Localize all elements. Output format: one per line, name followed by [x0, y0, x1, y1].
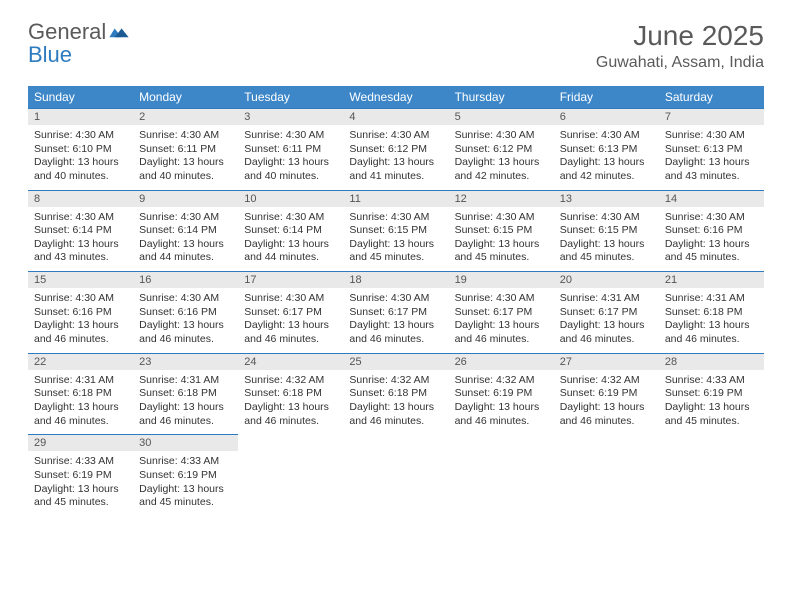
day-number: 9: [133, 190, 238, 207]
weekday-header: Thursday: [449, 86, 554, 109]
day-number-row: 22232425262728: [28, 353, 764, 370]
day-number: 30: [133, 435, 238, 452]
day-number-row: 2930: [28, 435, 764, 452]
calendar-table: SundayMondayTuesdayWednesdayThursdayFrid…: [28, 86, 764, 516]
brand-part2: Blue: [28, 42, 72, 67]
day-cell: Sunrise: 4:30 AMSunset: 6:16 PMDaylight:…: [133, 289, 238, 354]
empty-cell: [554, 435, 659, 452]
empty-cell: [659, 435, 764, 452]
day-number: 13: [554, 190, 659, 207]
day-cell: Sunrise: 4:30 AMSunset: 6:17 PMDaylight:…: [238, 289, 343, 354]
day-number: 27: [554, 353, 659, 370]
day-cell: Sunrise: 4:31 AMSunset: 6:18 PMDaylight:…: [659, 289, 764, 354]
brand-part1: General: [28, 19, 106, 44]
brand-logo: GeneralBlue: [28, 20, 129, 66]
day-number: 17: [238, 272, 343, 289]
day-cell: Sunrise: 4:30 AMSunset: 6:10 PMDaylight:…: [28, 126, 133, 191]
day-number: 28: [659, 353, 764, 370]
day-cell: Sunrise: 4:32 AMSunset: 6:19 PMDaylight:…: [449, 370, 554, 435]
day-number: 15: [28, 272, 133, 289]
day-number: 2: [133, 109, 238, 126]
weekday-header: Monday: [133, 86, 238, 109]
day-cell: Sunrise: 4:32 AMSunset: 6:18 PMDaylight:…: [343, 370, 448, 435]
day-number: 12: [449, 190, 554, 207]
day-number: 22: [28, 353, 133, 370]
day-cell: Sunrise: 4:31 AMSunset: 6:17 PMDaylight:…: [554, 289, 659, 354]
day-cell: Sunrise: 4:30 AMSunset: 6:15 PMDaylight:…: [343, 207, 448, 272]
weekday-header: Tuesday: [238, 86, 343, 109]
day-cell: Sunrise: 4:33 AMSunset: 6:19 PMDaylight:…: [28, 452, 133, 516]
day-number: 20: [554, 272, 659, 289]
day-number: 29: [28, 435, 133, 452]
day-cell: Sunrise: 4:31 AMSunset: 6:18 PMDaylight:…: [28, 370, 133, 435]
day-number: 21: [659, 272, 764, 289]
empty-cell: [449, 452, 554, 516]
weekday-header: Wednesday: [343, 86, 448, 109]
location-text: Guwahati, Assam, India: [596, 54, 764, 72]
empty-cell: [238, 435, 343, 452]
day-cell: Sunrise: 4:32 AMSunset: 6:18 PMDaylight:…: [238, 370, 343, 435]
day-number: 16: [133, 272, 238, 289]
day-cell: Sunrise: 4:30 AMSunset: 6:11 PMDaylight:…: [238, 126, 343, 191]
day-number: 5: [449, 109, 554, 126]
calendar-body: 1234567Sunrise: 4:30 AMSunset: 6:10 PMDa…: [28, 109, 764, 516]
day-cell: Sunrise: 4:30 AMSunset: 6:14 PMDaylight:…: [238, 207, 343, 272]
day-content-row: Sunrise: 4:30 AMSunset: 6:14 PMDaylight:…: [28, 207, 764, 272]
day-cell: Sunrise: 4:30 AMSunset: 6:13 PMDaylight:…: [554, 126, 659, 191]
day-cell: Sunrise: 4:31 AMSunset: 6:18 PMDaylight:…: [133, 370, 238, 435]
title-block: June 2025 Guwahati, Assam, India: [596, 20, 764, 72]
day-number: 24: [238, 353, 343, 370]
day-number: 11: [343, 190, 448, 207]
day-cell: Sunrise: 4:30 AMSunset: 6:13 PMDaylight:…: [659, 126, 764, 191]
day-cell: Sunrise: 4:30 AMSunset: 6:15 PMDaylight:…: [449, 207, 554, 272]
empty-cell: [343, 452, 448, 516]
day-number: 10: [238, 190, 343, 207]
day-number-row: 15161718192021: [28, 272, 764, 289]
day-cell: Sunrise: 4:30 AMSunset: 6:15 PMDaylight:…: [554, 207, 659, 272]
month-title: June 2025: [596, 20, 764, 52]
day-number: 25: [343, 353, 448, 370]
day-cell: Sunrise: 4:30 AMSunset: 6:11 PMDaylight:…: [133, 126, 238, 191]
day-content-row: Sunrise: 4:30 AMSunset: 6:10 PMDaylight:…: [28, 126, 764, 191]
day-number: 3: [238, 109, 343, 126]
day-number: 23: [133, 353, 238, 370]
day-number-row: 1234567: [28, 109, 764, 126]
weekday-header-row: SundayMondayTuesdayWednesdayThursdayFrid…: [28, 86, 764, 109]
weekday-header: Sunday: [28, 86, 133, 109]
empty-cell: [238, 452, 343, 516]
weekday-header: Friday: [554, 86, 659, 109]
day-cell: Sunrise: 4:33 AMSunset: 6:19 PMDaylight:…: [659, 370, 764, 435]
empty-cell: [659, 452, 764, 516]
day-cell: Sunrise: 4:33 AMSunset: 6:19 PMDaylight:…: [133, 452, 238, 516]
weekday-header: Saturday: [659, 86, 764, 109]
day-number: 14: [659, 190, 764, 207]
empty-cell: [343, 435, 448, 452]
day-content-row: Sunrise: 4:30 AMSunset: 6:16 PMDaylight:…: [28, 289, 764, 354]
flag-icon: [109, 20, 129, 43]
day-cell: Sunrise: 4:30 AMSunset: 6:12 PMDaylight:…: [449, 126, 554, 191]
day-cell: Sunrise: 4:30 AMSunset: 6:16 PMDaylight:…: [28, 289, 133, 354]
day-cell: Sunrise: 4:30 AMSunset: 6:12 PMDaylight:…: [343, 126, 448, 191]
day-cell: Sunrise: 4:30 AMSunset: 6:17 PMDaylight:…: [449, 289, 554, 354]
day-cell: Sunrise: 4:30 AMSunset: 6:17 PMDaylight:…: [343, 289, 448, 354]
empty-cell: [449, 435, 554, 452]
day-cell: Sunrise: 4:30 AMSunset: 6:14 PMDaylight:…: [133, 207, 238, 272]
day-number: 6: [554, 109, 659, 126]
day-number: 8: [28, 190, 133, 207]
day-content-row: Sunrise: 4:31 AMSunset: 6:18 PMDaylight:…: [28, 370, 764, 435]
empty-cell: [554, 452, 659, 516]
day-number: 1: [28, 109, 133, 126]
day-cell: Sunrise: 4:30 AMSunset: 6:16 PMDaylight:…: [659, 207, 764, 272]
day-content-row: Sunrise: 4:33 AMSunset: 6:19 PMDaylight:…: [28, 452, 764, 516]
day-number-row: 891011121314: [28, 190, 764, 207]
day-number: 19: [449, 272, 554, 289]
day-cell: Sunrise: 4:32 AMSunset: 6:19 PMDaylight:…: [554, 370, 659, 435]
header: GeneralBlue June 2025 Guwahati, Assam, I…: [28, 20, 764, 72]
day-number: 26: [449, 353, 554, 370]
day-number: 7: [659, 109, 764, 126]
day-cell: Sunrise: 4:30 AMSunset: 6:14 PMDaylight:…: [28, 207, 133, 272]
day-number: 18: [343, 272, 448, 289]
day-number: 4: [343, 109, 448, 126]
